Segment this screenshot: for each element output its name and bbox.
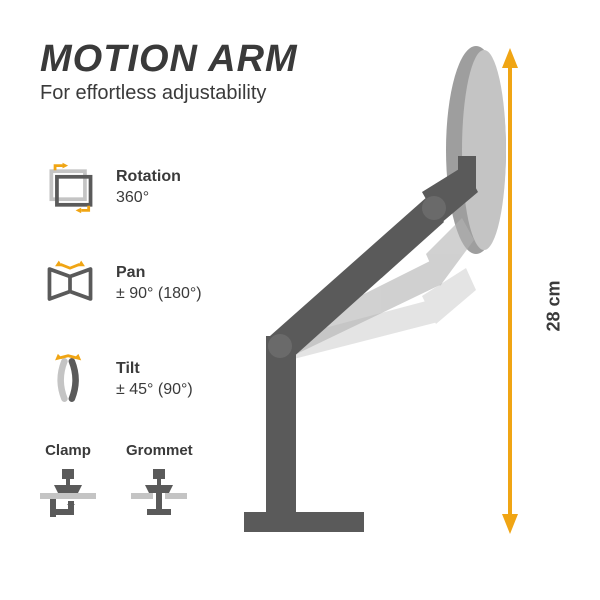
mount-clamp: Clamp xyxy=(36,442,100,527)
feature-rotation-title: Rotation xyxy=(116,167,181,188)
feature-rotation: Rotation 360° xyxy=(40,158,181,218)
feature-tilt-title: Tilt xyxy=(116,359,193,380)
main-illustration xyxy=(200,40,560,560)
mount-group: Clamp Grommet xyxy=(36,442,193,527)
feature-pan-value: ± 90° (180°) xyxy=(116,284,202,305)
tilt-icon xyxy=(40,350,100,410)
feature-pan-title: Pan xyxy=(116,263,202,284)
mount-grommet-label: Grommet xyxy=(126,442,193,459)
feature-tilt: Tilt ± 45° (90°) xyxy=(40,350,193,410)
pan-icon xyxy=(40,254,100,314)
feature-rotation-text: Rotation 360° xyxy=(116,167,181,209)
rotation-icon xyxy=(40,158,100,218)
dimension-label: 28 cm xyxy=(544,281,565,332)
feature-rotation-value: 360° xyxy=(116,188,181,209)
mount-clamp-label: Clamp xyxy=(45,442,91,459)
mount-grommet: Grommet xyxy=(126,442,193,527)
feature-pan-text: Pan ± 90° (180°) xyxy=(116,263,202,305)
grommet-icon xyxy=(127,463,191,527)
feature-tilt-text: Tilt ± 45° (90°) xyxy=(116,359,193,401)
clamp-icon xyxy=(36,463,100,527)
feature-pan: Pan ± 90° (180°) xyxy=(40,254,202,314)
feature-tilt-value: ± 45° (90°) xyxy=(116,380,193,401)
